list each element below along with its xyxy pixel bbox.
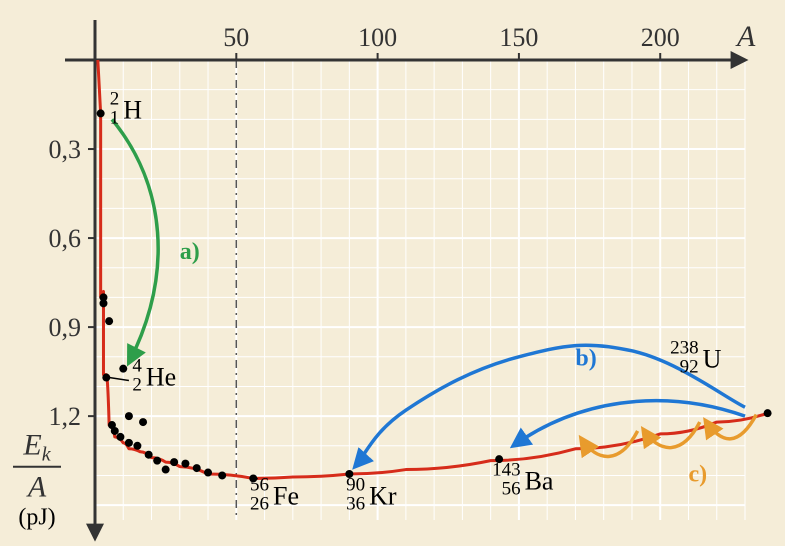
svg-text:90: 90 bbox=[346, 474, 365, 495]
svg-text:238: 238 bbox=[670, 338, 699, 359]
svg-text:36: 36 bbox=[346, 493, 365, 514]
process-label-c1: c) bbox=[688, 461, 707, 487]
svg-text:Kr: Kr bbox=[369, 481, 397, 510]
svg-text:56: 56 bbox=[502, 478, 521, 499]
x-tick-label: 50 bbox=[223, 23, 249, 52]
y-tick-label: 0,3 bbox=[49, 135, 82, 164]
x-tick-label: 100 bbox=[358, 23, 397, 52]
x-tick-label: 200 bbox=[641, 23, 680, 52]
svg-text:A: A bbox=[26, 471, 47, 504]
svg-text:2: 2 bbox=[110, 88, 120, 109]
svg-text:Ba: Ba bbox=[525, 466, 554, 495]
x-axis-label: A bbox=[735, 20, 756, 53]
svg-text:56: 56 bbox=[250, 474, 269, 495]
svg-text:U: U bbox=[703, 345, 722, 374]
svg-text:26: 26 bbox=[250, 493, 269, 514]
svg-text:4: 4 bbox=[132, 356, 142, 377]
svg-text:He: He bbox=[146, 363, 176, 392]
x-tick-label: 150 bbox=[499, 23, 538, 52]
svg-text:Fe: Fe bbox=[273, 481, 299, 510]
svg-text:143: 143 bbox=[492, 459, 521, 480]
svg-text:1: 1 bbox=[110, 107, 120, 128]
process-label-b1: b) bbox=[575, 346, 596, 372]
svg-text:2: 2 bbox=[132, 375, 142, 396]
process-label-a: a) bbox=[180, 239, 200, 265]
y-tick-label: 1,2 bbox=[49, 402, 82, 431]
y-tick-label: 0,6 bbox=[49, 224, 82, 253]
svg-text:H: H bbox=[123, 95, 142, 124]
svg-text:92: 92 bbox=[680, 357, 699, 378]
svg-text:(pJ): (pJ) bbox=[18, 505, 55, 531]
y-tick-label: 0,9 bbox=[49, 313, 82, 342]
chart-background bbox=[0, 0, 785, 546]
